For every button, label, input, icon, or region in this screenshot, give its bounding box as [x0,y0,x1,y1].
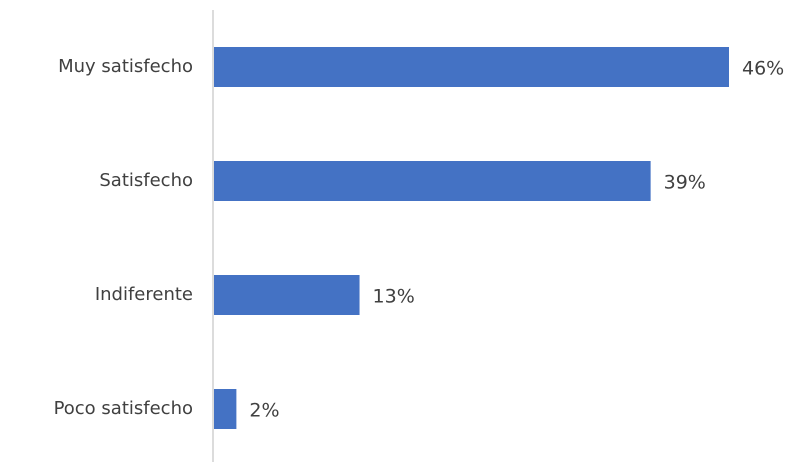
bar [214,47,729,87]
category-label: Satisfecho [99,170,193,191]
value-label: 2% [249,400,279,422]
category-label: Muy satisfecho [58,56,193,77]
value-label: 13% [373,286,415,308]
bar [214,389,237,429]
value-label: 46% [742,58,784,80]
bar-group: Muy satisfecho 46% Satisfecho 39% Indiferent… [54,47,784,429]
bar [214,161,651,201]
bar [214,275,360,315]
category-label: Indiferente [95,284,193,305]
value-label: 39% [664,172,706,194]
category-label: Poco satisfecho [54,398,193,419]
